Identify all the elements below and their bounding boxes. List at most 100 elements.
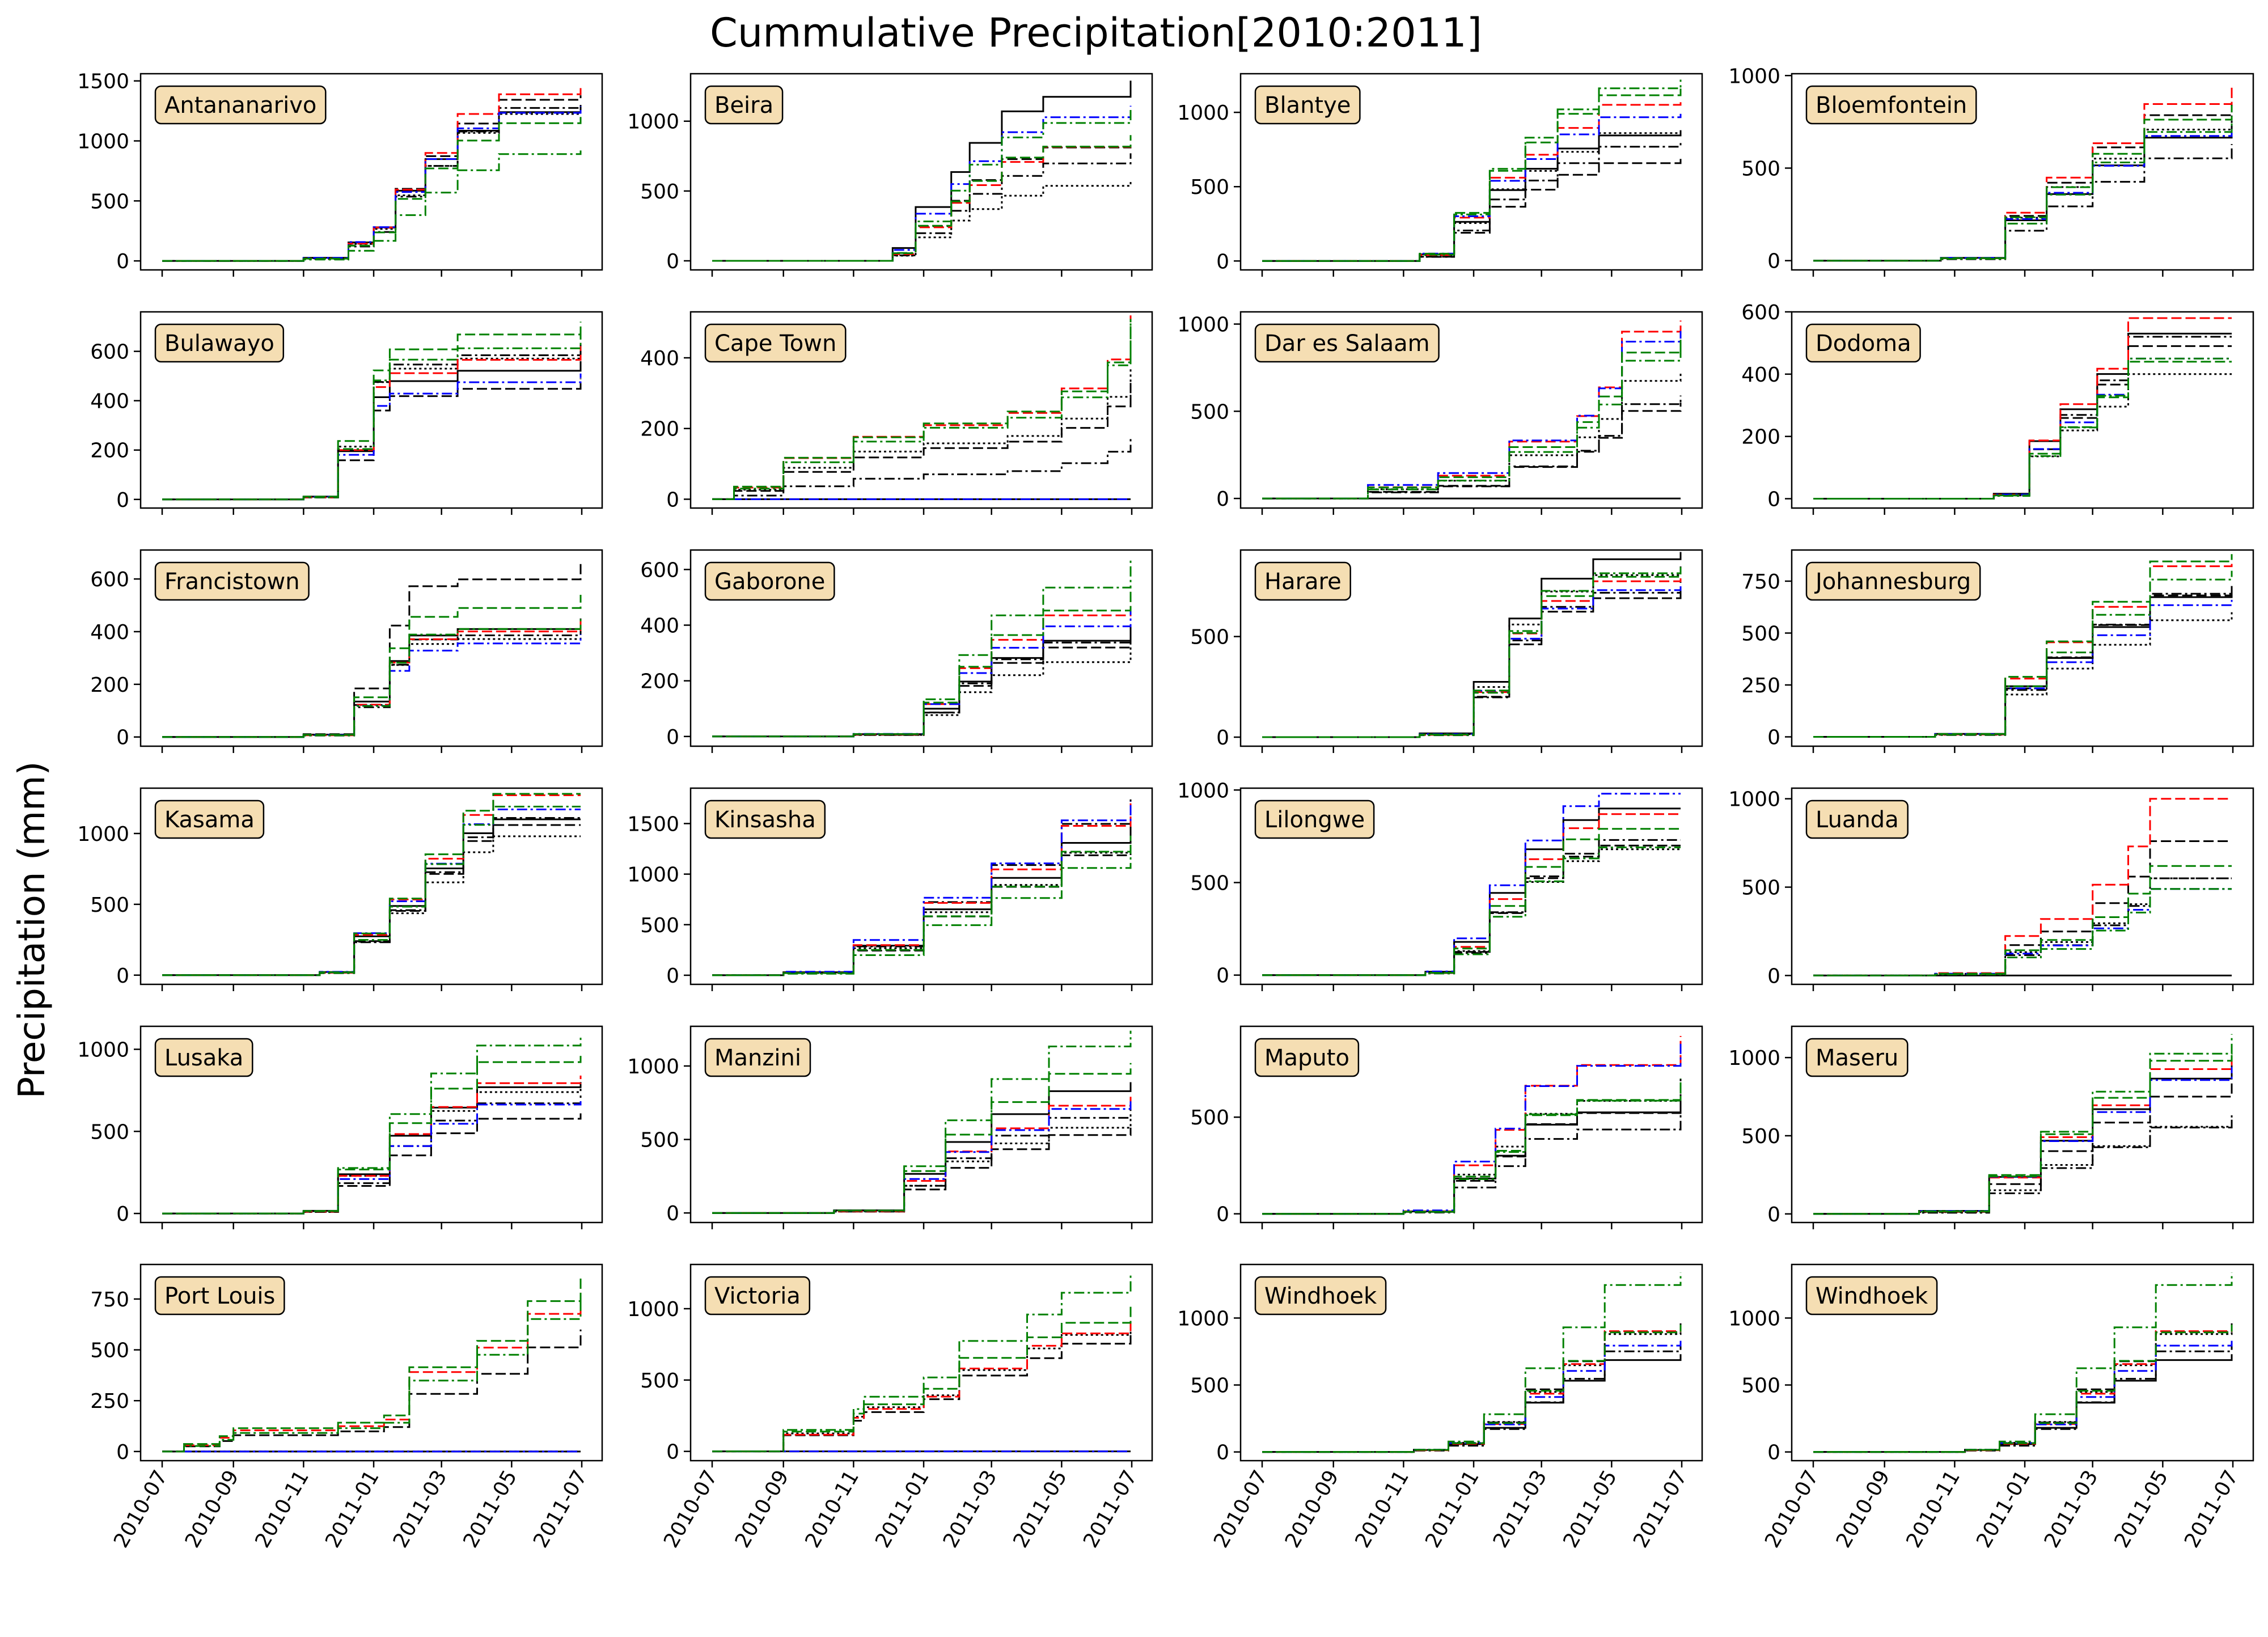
city-label-box xyxy=(704,561,835,601)
panel-dodoma: 0 200 400 600 Dodoma xyxy=(1741,301,2254,515)
y-tick-label: 500 xyxy=(1741,1125,1780,1148)
series-line xyxy=(1262,130,1682,262)
series-line xyxy=(1262,1329,1682,1453)
series-line xyxy=(712,153,1132,262)
y-tick-label: 600 xyxy=(1741,301,1780,324)
axes-frame xyxy=(1791,1263,2254,1462)
city-label-box xyxy=(154,323,285,363)
city-label-box xyxy=(154,561,310,601)
city-label-text: Harare xyxy=(1264,569,1342,595)
y-tick-label: 500 xyxy=(1741,157,1780,180)
y-tick-label: 1000 xyxy=(77,130,129,154)
city-label-text: Kasama xyxy=(164,807,255,833)
y-tick-label: 0 xyxy=(666,1202,679,1225)
y-tick-label: 0 xyxy=(116,250,129,273)
series-line xyxy=(712,801,1132,976)
city-label: Lilongwe xyxy=(1254,800,1375,839)
y-tick-label: 500 xyxy=(90,894,129,917)
y-tick-label: 0 xyxy=(1216,1203,1229,1226)
series-line xyxy=(712,631,1132,738)
city-label-box xyxy=(1254,1038,1360,1077)
series-line xyxy=(1262,1042,1682,1215)
city-label-box xyxy=(704,323,847,363)
city-label-box xyxy=(1805,1276,1938,1315)
x-tick-label: 2010-07 xyxy=(1761,1466,1823,1552)
x-tick-label: 2011-03 xyxy=(2040,1466,2103,1552)
series-line xyxy=(712,852,1132,976)
series-line xyxy=(1813,345,2232,500)
series-line xyxy=(162,346,582,501)
city-label: Johannesburg xyxy=(1805,561,1981,601)
series-line xyxy=(1262,1326,1682,1453)
y-tick-label: 0 xyxy=(116,1441,129,1464)
series-line xyxy=(712,591,1132,738)
city-label: Windhoek xyxy=(1805,1276,1938,1315)
series-line xyxy=(1813,1326,2233,1453)
y-tick-label: 750 xyxy=(90,1288,129,1312)
x-tick-label: 2010-11 xyxy=(801,1466,864,1552)
series-line xyxy=(162,111,582,262)
y-tick-label: 1000 xyxy=(627,1298,679,1321)
axes-frame xyxy=(139,73,603,271)
y-tick-label: 0 xyxy=(1216,250,1229,273)
panel-blantye: 0 500 1000 Blantye xyxy=(1177,73,1703,277)
series-line xyxy=(712,1306,1132,1453)
city-label-text: Beira xyxy=(714,92,773,119)
series-line xyxy=(1813,591,2233,738)
y-tick-label: 250 xyxy=(1741,674,1780,697)
series-line xyxy=(1813,1067,2233,1215)
series-line xyxy=(1813,877,2232,976)
series-line xyxy=(1813,373,2232,500)
y-tick-label: 1000 xyxy=(1728,1307,1780,1330)
x-tick-label: 2010-11 xyxy=(1902,1466,1965,1552)
series-line xyxy=(1262,848,1681,976)
series-line xyxy=(1813,144,2233,262)
y-tick-label: 500 xyxy=(90,1120,129,1144)
city-label: Port Louis xyxy=(154,1276,285,1315)
y-tick-label: 1000 xyxy=(1728,1047,1780,1070)
y-tick-label: 500 xyxy=(640,180,679,204)
y-tick-label: 600 xyxy=(90,341,129,364)
series-line xyxy=(1262,373,1682,500)
panel-harare: 0 500 Harare xyxy=(1190,549,1703,753)
y-tick-label: 500 xyxy=(1190,1374,1229,1398)
series-line xyxy=(712,437,1132,500)
city-label-box xyxy=(704,800,826,839)
city-label: Dodoma xyxy=(1805,323,1921,363)
y-tick-label: 0 xyxy=(116,965,129,988)
y-tick-label: 0 xyxy=(1767,1203,1780,1226)
series-line xyxy=(712,105,1132,262)
series-line xyxy=(162,817,581,976)
x-tick-label: 2010-07 xyxy=(1209,1466,1272,1552)
series-line xyxy=(1813,124,2233,262)
axes-frame xyxy=(1239,1025,1703,1224)
city-label-box xyxy=(704,85,784,125)
y-tick-label: 200 xyxy=(640,670,679,693)
series-line xyxy=(712,107,1132,262)
x-tick-label: 2011-07 xyxy=(1629,1466,1692,1552)
series-line xyxy=(1813,361,2232,500)
y-tick-label: 1500 xyxy=(627,813,679,836)
panel-maseru: 0 500 1000 Maseru xyxy=(1728,1025,2254,1229)
y-tick-label: 0 xyxy=(1216,488,1229,511)
series-line xyxy=(1813,888,2232,976)
city-label: Bulawayo xyxy=(154,323,285,363)
series-line xyxy=(162,1295,582,1453)
city-label-text: Luanda xyxy=(1816,807,1899,833)
axes-frame xyxy=(1239,73,1703,271)
axes-frame xyxy=(689,73,1153,271)
y-tick-label: 0 xyxy=(666,250,679,273)
y-tick-label: 1000 xyxy=(627,111,679,134)
series-line xyxy=(1813,1065,2233,1215)
x-tick-label: 2010-09 xyxy=(1281,1466,1344,1552)
city-label-text: Blantye xyxy=(1264,92,1351,119)
y-tick-label: 1000 xyxy=(1177,779,1229,802)
series-line xyxy=(712,1273,1132,1453)
series-line xyxy=(1813,1323,2233,1453)
series-line xyxy=(1813,1329,2233,1453)
y-tick-label: 600 xyxy=(90,568,129,591)
series-line xyxy=(1813,1115,2233,1215)
